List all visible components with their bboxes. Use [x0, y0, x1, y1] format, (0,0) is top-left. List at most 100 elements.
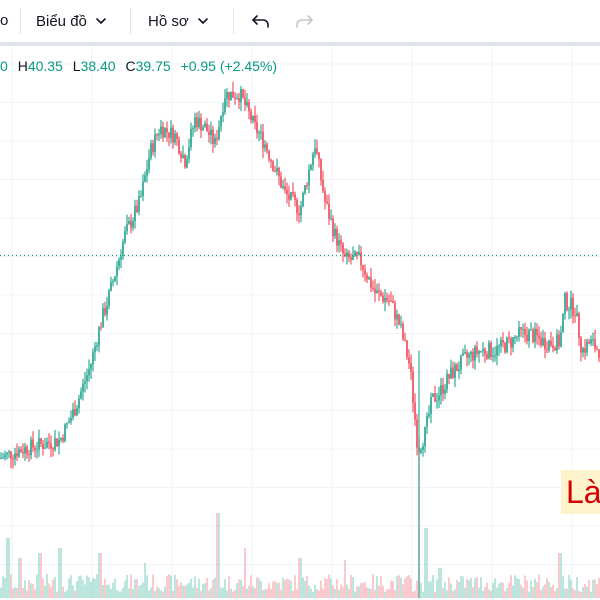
volume-bar [432, 575, 434, 598]
volume-bar [478, 587, 480, 598]
candle-body [592, 339, 594, 341]
candle-body [104, 308, 106, 315]
volume-bar [514, 575, 516, 598]
candle-body [308, 169, 310, 186]
profile-menu-button[interactable]: Hồ sơ [148, 8, 209, 34]
volume-bar [280, 589, 282, 598]
candle-body [4, 454, 6, 458]
undo-icon[interactable] [250, 10, 272, 32]
candle-body [246, 101, 248, 106]
volume-bar [302, 577, 304, 598]
volume-bar [442, 588, 444, 598]
candle-body [172, 127, 174, 143]
candle-body [578, 313, 580, 339]
candle-body [252, 115, 254, 121]
volume-bar [268, 583, 270, 598]
candle-body [442, 385, 444, 394]
candle-body [294, 194, 296, 200]
candle-body [230, 91, 232, 101]
volume-bar [48, 583, 50, 598]
volume-bar [538, 574, 540, 598]
candle-body [280, 176, 282, 188]
volume-bar [292, 590, 294, 598]
candle-body [278, 168, 280, 177]
volume-bar [144, 563, 146, 598]
candle-body [76, 408, 78, 416]
candle-body [508, 337, 510, 339]
volume-bar [392, 581, 394, 598]
candle-body [562, 313, 564, 333]
volume-bar [206, 577, 208, 598]
volume-bar [232, 591, 234, 598]
volume-bar [552, 585, 554, 598]
volume-bar [126, 574, 128, 598]
candle-body [94, 346, 96, 353]
candle-body [472, 351, 474, 361]
candle-body [402, 323, 404, 339]
volume-bar [132, 589, 134, 598]
candle-body [322, 179, 324, 192]
volume-bar [534, 578, 536, 598]
volume-bar [140, 584, 142, 598]
chart-menu-button[interactable]: Biểu đồ [36, 8, 107, 34]
volume-bar [320, 580, 322, 598]
candle-body [220, 116, 222, 127]
volume-bar [598, 577, 600, 598]
volume-bar [414, 590, 416, 598]
price-chart[interactable] [0, 46, 600, 600]
candle-body [344, 253, 346, 257]
chart-canvas[interactable] [0, 46, 600, 600]
candle-body [290, 192, 292, 200]
volume-bar [434, 591, 436, 598]
volume-bar [134, 579, 136, 598]
candle-body [168, 132, 170, 138]
volume-bar [46, 574, 48, 598]
candle-body [336, 228, 338, 246]
candle-body [586, 341, 588, 353]
volume-bar [90, 582, 92, 598]
candle-body [154, 134, 156, 153]
candle-body [544, 337, 546, 350]
volume-bar [76, 581, 78, 598]
high-label: H [17, 58, 28, 74]
candle-body [338, 240, 340, 246]
volume-bar [526, 580, 528, 598]
candle-body [176, 133, 178, 139]
volume-bar [500, 581, 502, 598]
volume-bar [64, 591, 66, 598]
volume-bar [250, 575, 252, 598]
volume-bar [454, 589, 456, 598]
candle-body [434, 393, 436, 402]
candle-body [398, 314, 400, 325]
volume-bar [244, 548, 246, 598]
redo-icon[interactable] [293, 10, 315, 32]
candle-body [424, 426, 426, 447]
volume-bar [382, 586, 384, 598]
low-value: 38.40 [80, 58, 116, 74]
volume-bar [312, 591, 314, 598]
volume-bar [26, 590, 28, 598]
volume-bar [146, 575, 148, 598]
candle-body [36, 449, 38, 451]
volume-bar [128, 588, 130, 598]
volume-bar [390, 580, 392, 598]
candle-body [384, 298, 386, 302]
candle-body [426, 415, 428, 427]
candle-body [362, 265, 364, 270]
candle-body [312, 154, 314, 165]
candle-body [354, 251, 356, 256]
candle-body [514, 336, 516, 338]
candle-body [284, 186, 286, 190]
volume-bar [574, 590, 576, 598]
volume-bar [216, 513, 218, 598]
candle-body [46, 441, 48, 448]
candle-body [488, 342, 490, 359]
candle-body [116, 266, 118, 277]
candle-body [314, 148, 316, 155]
candle-body [48, 441, 50, 444]
volume-bar [226, 590, 228, 598]
volume-bar [356, 586, 358, 598]
candle-body [564, 293, 566, 314]
candle-body [180, 153, 182, 158]
volume-bar [468, 580, 470, 598]
